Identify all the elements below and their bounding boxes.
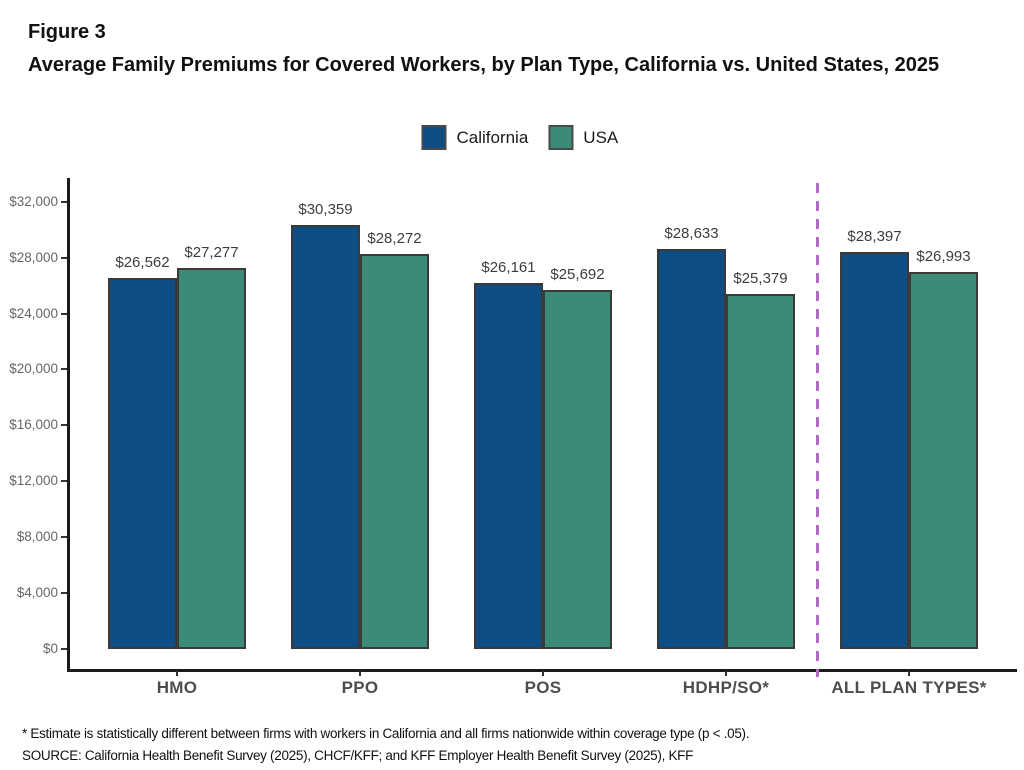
y-axis-tick-mark	[61, 256, 67, 259]
x-axis-tick-mark	[542, 671, 544, 676]
legend-label-california: California	[456, 127, 529, 147]
plan-types-separator-line	[816, 183, 819, 677]
bar-california-pos	[474, 283, 543, 649]
bar-usa-hdhp-so	[726, 294, 795, 649]
figure-title: Average Family Premiums for Covered Work…	[28, 54, 940, 76]
y-axis-tick-label: $20,000	[9, 361, 58, 377]
bar-value-label-usa-hdhp-so: $25,379	[733, 270, 788, 288]
bar-usa-hmo	[177, 267, 246, 649]
bar-value-label-usa-pos: $25,692	[550, 265, 605, 283]
y-axis-tick-mark	[61, 368, 67, 371]
footnote-significance: * Estimate is statistically different be…	[22, 726, 750, 741]
y-axis-tick-mark	[61, 312, 67, 315]
y-axis-tick-mark	[61, 648, 67, 650]
bar-value-label-california-pos: $26,161	[481, 259, 536, 277]
footnotes: * Estimate is statistically different be…	[22, 723, 1007, 767]
y-axis-tick-label: $12,000	[9, 473, 58, 489]
x-axis-label-hdhp-so: HDHP/SO*	[682, 678, 770, 697]
x-axis-label-ppo: PPO	[341, 678, 379, 697]
y-axis-tick-label: $32,000	[9, 193, 58, 209]
y-axis-tick-mark	[61, 592, 67, 595]
legend-swatch-usa	[548, 125, 574, 150]
bar-value-label-california-ppo: $30,359	[298, 200, 353, 218]
legend-swatch-california	[421, 125, 447, 150]
chart-legend: California USA	[421, 125, 618, 150]
bar-value-label-usa-ppo: $28,272	[367, 229, 422, 247]
bar-value-label-california-all-plan-types: $28,397	[847, 228, 902, 246]
y-axis-line	[67, 178, 70, 672]
legend-label-usa: USA	[583, 127, 619, 147]
bar-value-label-california-hdhp-so: $28,633	[664, 224, 719, 242]
y-axis-tick-mark	[61, 200, 67, 203]
bar-california-all-plan-types	[840, 252, 909, 649]
bar-california-ppo	[291, 224, 360, 649]
bar-usa-pos	[543, 289, 612, 649]
x-axis-tick-mark	[359, 671, 361, 676]
bar-california-hmo	[108, 277, 177, 649]
x-axis-line	[67, 669, 1017, 672]
y-axis-tick-label: $8,000	[16, 529, 58, 545]
y-axis-tick-label: $4,000	[16, 585, 58, 601]
bar-usa-all-plan-types	[909, 271, 978, 649]
x-axis-tick-mark	[176, 671, 178, 676]
legend-item-usa: USA	[548, 125, 618, 150]
x-axis-tick-mark	[725, 671, 727, 676]
y-axis-tick-label: $16,000	[9, 417, 58, 433]
y-axis-tick-label: $24,000	[9, 305, 58, 321]
y-axis-tick-mark	[61, 480, 67, 483]
bar-value-label-usa-hmo: $27,277	[184, 243, 239, 261]
bar-california-hdhp-so	[657, 248, 726, 649]
figure-label: Figure 3	[28, 21, 106, 43]
title-block: Figure 3 Average Family Premiums for Cov…	[28, 16, 988, 82]
y-axis-tick-label: $0	[42, 641, 58, 656]
x-axis-label-pos: POS	[524, 678, 562, 697]
bar-usa-ppo	[360, 253, 429, 649]
bar-value-label-usa-all-plan-types: $26,993	[916, 247, 971, 265]
x-axis-label-hmo: HMO	[156, 678, 198, 697]
legend-item-california: California	[421, 125, 528, 150]
y-axis-tick-label: $28,000	[9, 249, 58, 265]
y-axis-tick-mark	[61, 536, 67, 539]
bar-value-label-california-hmo: $26,562	[115, 253, 170, 271]
y-axis-tick-mark	[61, 424, 67, 427]
x-axis-label-all-plan-types: ALL PLAN TYPES*	[831, 678, 987, 697]
x-axis-tick-mark	[908, 671, 910, 676]
footnote-source: SOURCE: California Health Benefit Survey…	[22, 748, 694, 763]
